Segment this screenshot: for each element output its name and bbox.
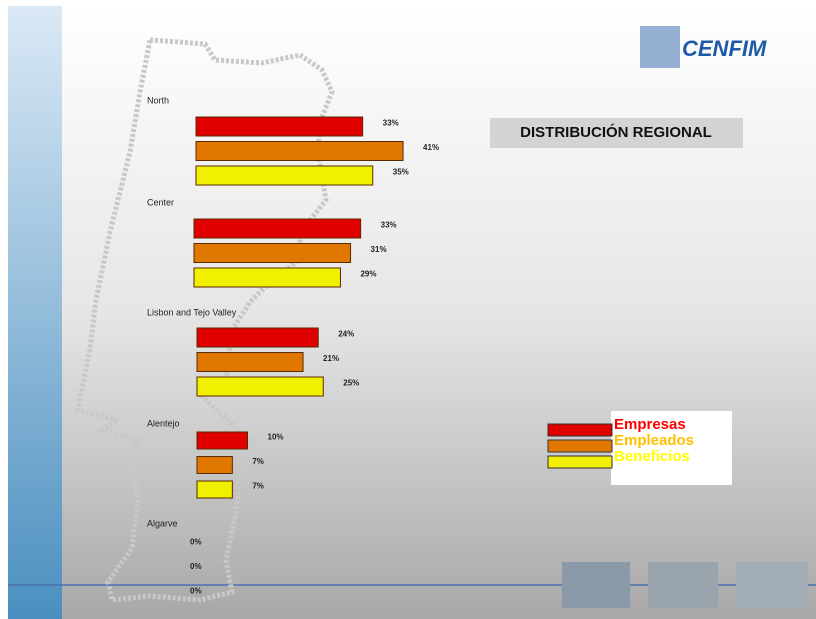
bar <box>193 243 352 263</box>
legend-label: Empresas <box>614 416 686 433</box>
legend-swatch <box>547 423 613 437</box>
value-label: 29% <box>360 270 376 279</box>
legend-swatch <box>547 439 613 453</box>
photo <box>736 562 808 608</box>
value-label: 25% <box>343 379 359 388</box>
value-label: 41% <box>423 143 439 152</box>
category-label: Algarve <box>147 518 178 528</box>
bar <box>196 327 319 348</box>
value-label: 35% <box>393 168 409 177</box>
legend-box <box>611 411 732 485</box>
logo-text: CENFIM <box>682 36 767 61</box>
map-outline <box>75 37 335 603</box>
value-label: 7% <box>252 457 264 466</box>
value-label: 10% <box>268 433 284 442</box>
bar <box>193 267 341 288</box>
category-label: North <box>147 95 169 105</box>
value-label: 7% <box>252 482 264 491</box>
bar <box>196 480 233 499</box>
side-stripe <box>8 6 62 619</box>
background <box>8 6 816 619</box>
title-box <box>490 118 743 148</box>
bar <box>196 456 233 474</box>
value-label: 24% <box>338 330 354 339</box>
value-label: 33% <box>383 119 399 128</box>
bar <box>196 431 248 450</box>
photo <box>562 562 630 608</box>
value-label: 0% <box>190 538 202 547</box>
value-label: 21% <box>323 354 339 363</box>
value-label: 31% <box>371 245 387 254</box>
value-label: 0% <box>190 587 202 596</box>
value-label: 0% <box>190 562 202 571</box>
value-label: 33% <box>381 221 397 230</box>
logo-icon <box>640 26 680 68</box>
legend-swatch <box>547 455 613 469</box>
photos <box>562 562 808 608</box>
category-label: Center <box>147 197 174 207</box>
category-label: Alentejo <box>147 418 180 428</box>
bar <box>195 165 374 186</box>
bar <box>193 218 362 239</box>
photo <box>648 562 718 608</box>
legend-label: Beneficios <box>614 448 690 465</box>
bar <box>196 352 304 372</box>
chart-title: DISTRIBUCIÓN REGIONAL <box>520 123 712 141</box>
bar <box>196 376 324 397</box>
logo: CENFIM <box>640 26 767 68</box>
category-label: Lisbon and Tejo Valley <box>147 307 237 317</box>
bar <box>195 141 404 161</box>
legend-label: Empleados <box>614 432 694 449</box>
bar <box>195 116 364 137</box>
